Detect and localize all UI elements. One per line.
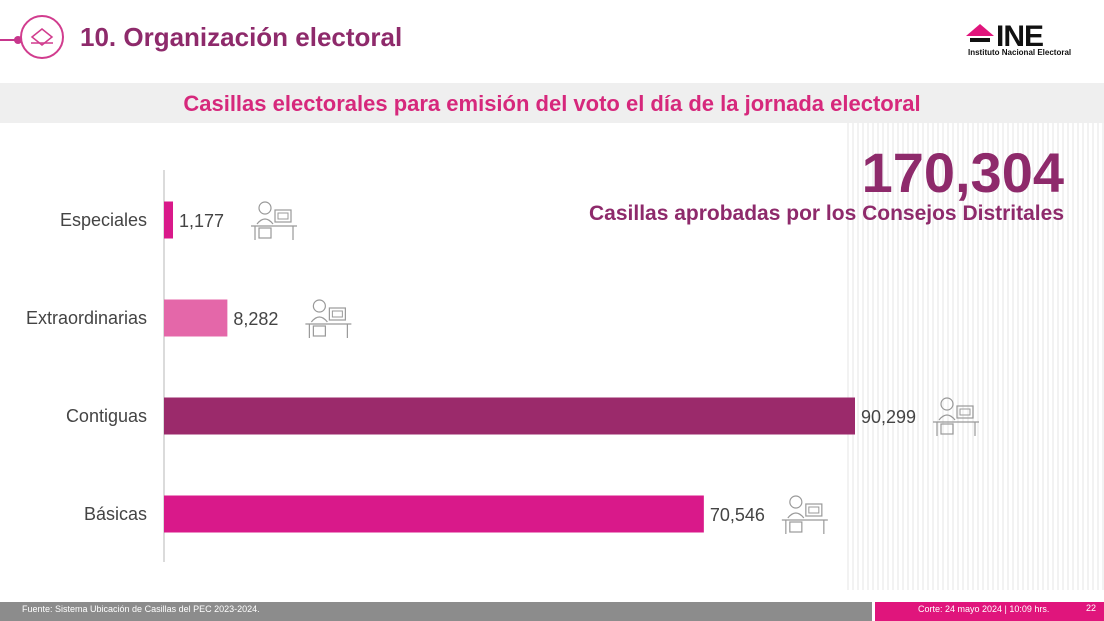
bar xyxy=(164,201,174,239)
bar xyxy=(164,299,228,337)
header-accent-line xyxy=(0,39,24,41)
category-label: Básicas xyxy=(84,504,147,524)
footer-cutoff-band xyxy=(875,602,1104,621)
logo-text: INE xyxy=(996,20,1044,53)
value-label: 70,546 xyxy=(710,505,765,525)
ine-logo: INE Instituto Nacional Electoral xyxy=(966,20,1076,60)
voter-at-desk-icon xyxy=(305,299,352,338)
value-label: 8,282 xyxy=(233,309,278,329)
footer-cutoff: Corte: 24 mayo 2024 | 10:09 hrs. xyxy=(918,604,1050,614)
voter-at-desk-icon xyxy=(781,495,828,534)
voter-at-desk-icon xyxy=(933,397,979,436)
logo-subtitle: Instituto Nacional Electoral xyxy=(968,48,1072,57)
page-title: 10. Organización electoral xyxy=(80,22,403,52)
total-label: Casillas aprobadas por los Consejos Dist… xyxy=(589,202,1064,225)
category-label: Especiales xyxy=(60,210,147,230)
chart-subtitle: Casillas electorales para emisión del vo… xyxy=(183,91,921,116)
footer-source-band xyxy=(0,602,872,621)
bar xyxy=(164,397,855,435)
value-label: 90,299 xyxy=(861,407,916,427)
category-label: Contiguas xyxy=(66,406,147,426)
bar-chart: Especiales 1,177 Extraordinarias 8,282 Conti… xyxy=(26,170,979,562)
voter-at-desk-icon xyxy=(251,201,298,240)
page-number: 22 xyxy=(1086,603,1097,613)
ballot-box-icon xyxy=(20,15,64,59)
subtitle-band xyxy=(0,83,1104,123)
background-stripes xyxy=(844,120,1104,590)
header-accent-dot xyxy=(14,36,22,44)
bar xyxy=(164,495,704,533)
footer-source: Fuente: Sistema Ubicación de Casillas de… xyxy=(22,604,260,614)
category-label: Extraordinarias xyxy=(26,308,147,328)
value-label: 1,177 xyxy=(179,211,224,231)
total-count: 170,304 xyxy=(861,141,1064,204)
ine-logo-mark xyxy=(966,24,994,42)
